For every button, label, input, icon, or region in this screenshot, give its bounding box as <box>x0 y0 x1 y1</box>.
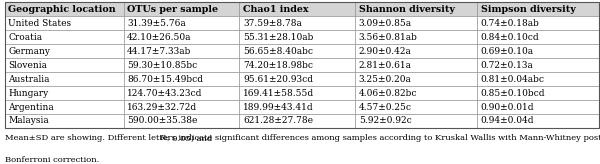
Text: Shannon diversity: Shannon diversity <box>359 5 455 14</box>
Bar <box>5 16 124 30</box>
Bar <box>355 114 477 128</box>
Text: Malaysia: Malaysia <box>8 116 49 125</box>
Bar <box>477 44 599 58</box>
Bar <box>477 58 599 72</box>
Text: 4.57±0.25c: 4.57±0.25c <box>359 102 412 112</box>
Bar <box>477 86 599 100</box>
Text: 2.90±0.42a: 2.90±0.42a <box>359 47 412 56</box>
Bar <box>477 30 599 44</box>
Text: 0.85±0.10bcd: 0.85±0.10bcd <box>481 89 545 98</box>
Bar <box>124 30 239 44</box>
Bar <box>5 114 124 128</box>
Text: Croatia: Croatia <box>8 33 43 42</box>
Text: 0.84±0.10cd: 0.84±0.10cd <box>481 33 539 42</box>
Text: 621.28±27.78e: 621.28±27.78e <box>243 116 313 125</box>
Bar <box>239 86 355 100</box>
Text: Slovenia: Slovenia <box>8 61 47 70</box>
Bar <box>477 16 599 30</box>
Text: 31.39±5.76a: 31.39±5.76a <box>127 19 186 28</box>
Text: 3.09±0.85a: 3.09±0.85a <box>359 19 412 28</box>
Bar <box>124 16 239 30</box>
Text: 4.06±0.82bc: 4.06±0.82bc <box>359 89 418 98</box>
Bar <box>5 2 124 16</box>
Text: 0.74±0.18ab: 0.74±0.18ab <box>481 19 539 28</box>
Bar <box>239 2 355 16</box>
Bar <box>124 58 239 72</box>
Text: 189.99±43.41d: 189.99±43.41d <box>243 102 314 112</box>
Text: 74.20±18.98bc: 74.20±18.98bc <box>243 61 313 70</box>
Text: 0.90±0.01d: 0.90±0.01d <box>481 102 534 112</box>
Bar <box>477 114 599 128</box>
Bar <box>5 2 599 128</box>
Text: 86.70±15.49bcd: 86.70±15.49bcd <box>127 75 203 84</box>
Bar <box>124 100 239 114</box>
Bar <box>239 72 355 86</box>
Text: 44.17±7.33ab: 44.17±7.33ab <box>127 47 191 56</box>
Bar <box>124 114 239 128</box>
Text: 3.25±0.20a: 3.25±0.20a <box>359 75 412 84</box>
Text: Australia: Australia <box>8 75 50 84</box>
Text: United States: United States <box>8 19 71 28</box>
Bar <box>239 44 355 58</box>
Bar <box>477 2 599 16</box>
Text: OTUs per sample: OTUs per sample <box>127 5 218 14</box>
Text: 42.10±26.50a: 42.10±26.50a <box>127 33 192 42</box>
Bar <box>5 44 124 58</box>
Text: 2.81±0.61a: 2.81±0.61a <box>359 61 412 70</box>
Text: Germany: Germany <box>8 47 50 56</box>
Text: P: P <box>159 134 164 143</box>
Text: 0.69±0.10a: 0.69±0.10a <box>481 47 534 56</box>
Text: 0.94±0.04d: 0.94±0.04d <box>481 116 534 125</box>
Text: 59.30±10.85bc: 59.30±10.85bc <box>127 61 197 70</box>
Bar <box>239 100 355 114</box>
Bar <box>5 30 124 44</box>
Bar <box>355 100 477 114</box>
Text: Simpson diversity: Simpson diversity <box>481 5 575 14</box>
Text: Bonferroni correction.: Bonferroni correction. <box>5 156 99 164</box>
Text: 56.65±8.40abc: 56.65±8.40abc <box>243 47 313 56</box>
Text: 37.59±8.78a: 37.59±8.78a <box>243 19 302 28</box>
Bar <box>124 72 239 86</box>
Bar <box>239 30 355 44</box>
Text: Hungary: Hungary <box>8 89 49 98</box>
Text: 3.56±0.81ab: 3.56±0.81ab <box>359 33 418 42</box>
Text: Mean±SD are showing. Different letters indicate significant differences among sa: Mean±SD are showing. Different letters i… <box>5 134 600 143</box>
Bar <box>5 86 124 100</box>
Text: Geographic location: Geographic location <box>8 5 116 14</box>
Text: 169.41±58.55d: 169.41±58.55d <box>243 89 314 98</box>
Text: Argentina: Argentina <box>8 102 54 112</box>
Text: 95.61±20.93cd: 95.61±20.93cd <box>243 75 313 84</box>
Bar <box>5 58 124 72</box>
Bar <box>239 114 355 128</box>
Text: 0.72±0.13a: 0.72±0.13a <box>481 61 533 70</box>
Bar <box>355 16 477 30</box>
Bar <box>355 72 477 86</box>
Bar <box>355 30 477 44</box>
Text: 124.70±43.23cd: 124.70±43.23cd <box>127 89 203 98</box>
Text: 0.81±0.04abc: 0.81±0.04abc <box>481 75 545 84</box>
Bar <box>5 100 124 114</box>
Text: 590.00±35.38e: 590.00±35.38e <box>127 116 197 125</box>
Bar <box>355 58 477 72</box>
Bar <box>239 16 355 30</box>
Bar <box>124 44 239 58</box>
Text: 5.92±0.92c: 5.92±0.92c <box>359 116 412 125</box>
Bar <box>355 44 477 58</box>
Bar <box>477 72 599 86</box>
Bar <box>477 100 599 114</box>
Bar <box>355 2 477 16</box>
Text: 55.31±28.10ab: 55.31±28.10ab <box>243 33 313 42</box>
Text: 163.29±32.72d: 163.29±32.72d <box>127 102 197 112</box>
Bar <box>5 72 124 86</box>
Text: Chao1 index: Chao1 index <box>243 5 308 14</box>
Bar <box>124 86 239 100</box>
Text: < 0.05) and: < 0.05) and <box>160 134 212 143</box>
Bar <box>124 2 239 16</box>
Bar <box>355 86 477 100</box>
Bar <box>239 58 355 72</box>
